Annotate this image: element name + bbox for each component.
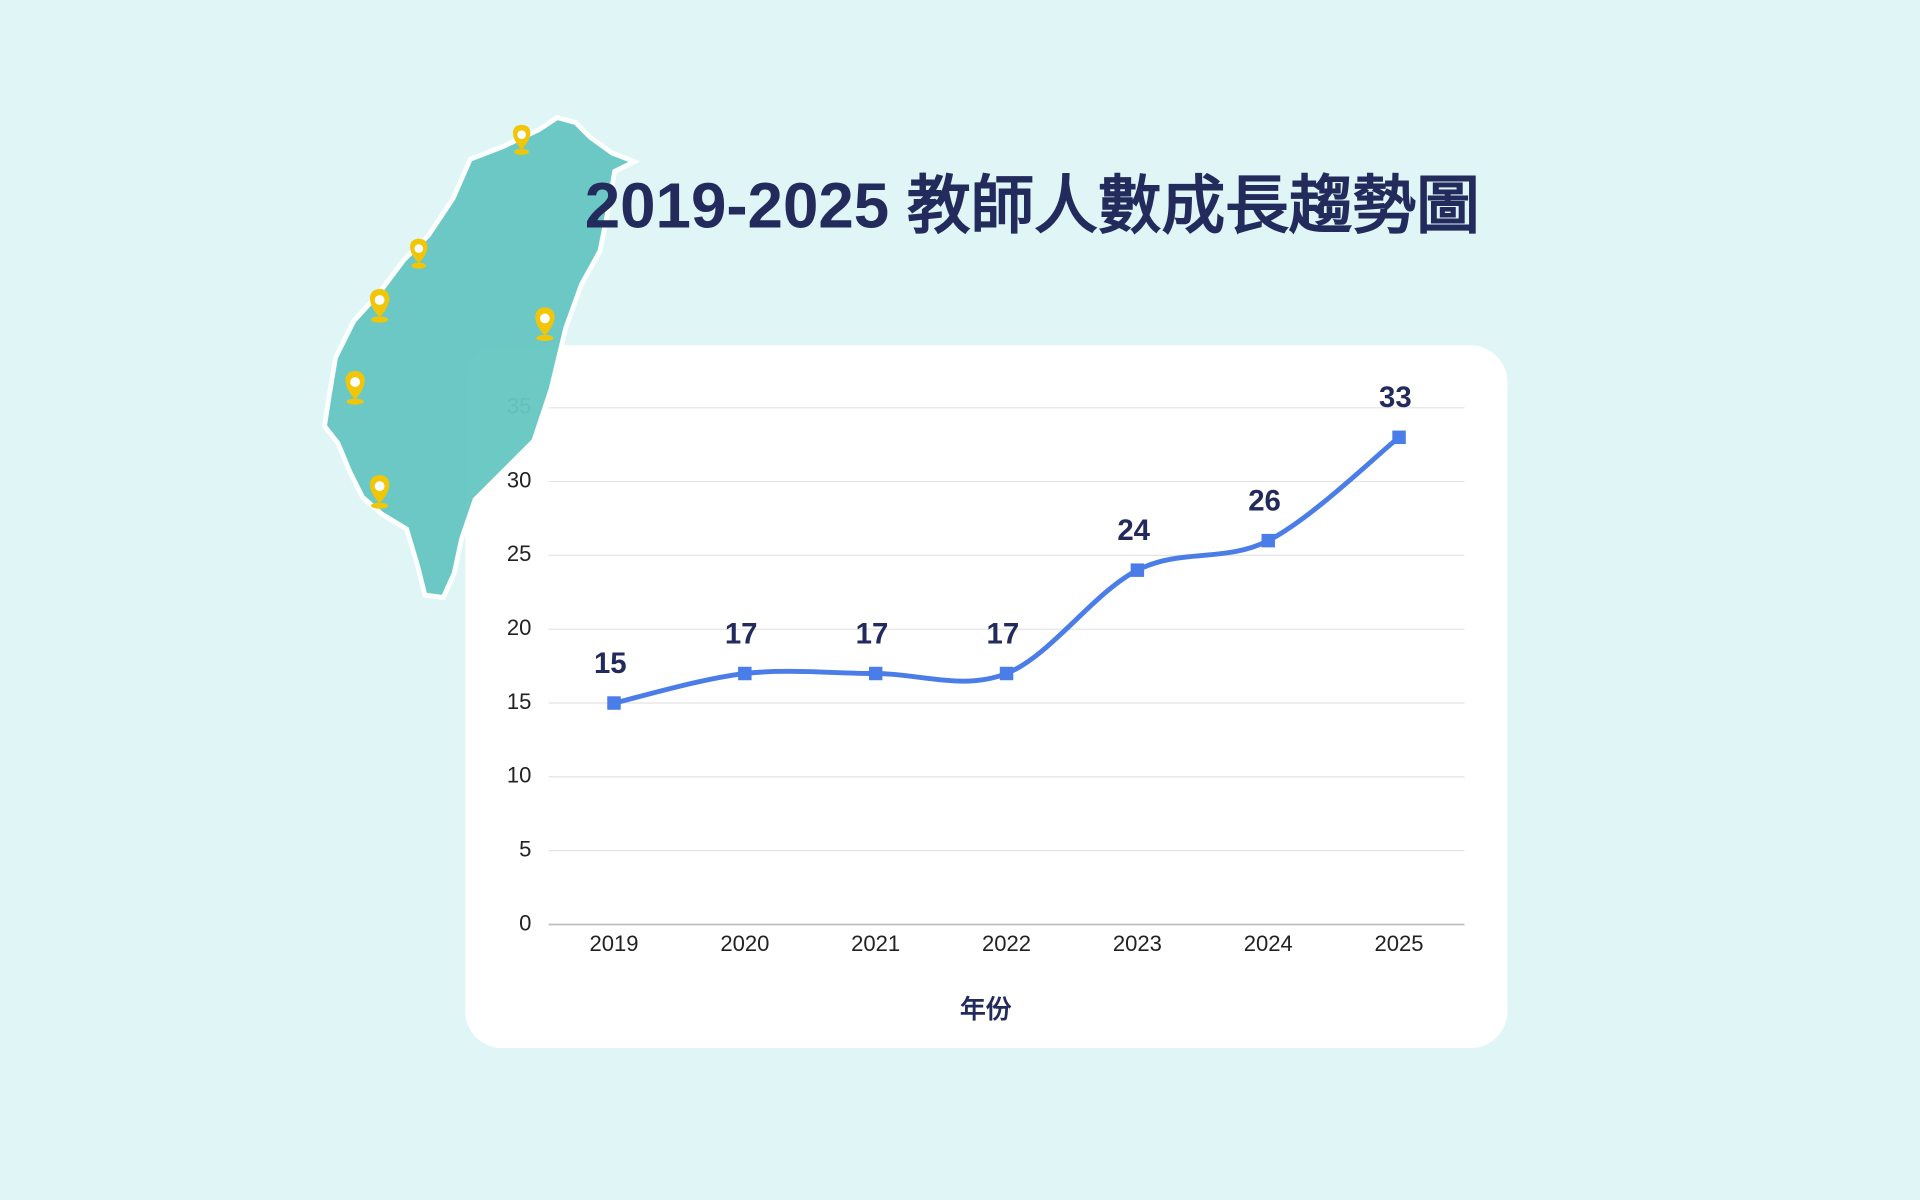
data-label: 17: [987, 617, 1020, 650]
x-tick-label: 2024: [1244, 931, 1293, 956]
data-label: 17: [856, 617, 889, 650]
x-tick-label: 2022: [982, 931, 1031, 956]
pin: [512, 124, 531, 155]
x-tick-label: 2019: [589, 931, 638, 956]
data-label: 33: [1379, 381, 1412, 414]
pin: [535, 307, 555, 342]
plot-area: 0510152025303520192020202120222023202420…: [507, 381, 1465, 956]
taiwan-map: [321, 114, 641, 601]
x-tick-label: 2021: [851, 931, 900, 956]
data-point: [1130, 563, 1145, 577]
map-pins: [345, 124, 555, 509]
data-point: [607, 696, 621, 710]
y-tick-label: 15: [507, 689, 532, 714]
y-tick-label: 10: [507, 763, 532, 788]
data-point: [868, 666, 883, 681]
data-point: [1261, 533, 1275, 548]
y-tick-label: 0: [519, 910, 531, 935]
pin: [369, 288, 390, 323]
x-tick-label: 2020: [720, 931, 769, 956]
chart-card: [465, 345, 1508, 1049]
y-tick-label: 20: [507, 615, 532, 640]
data-point: [1392, 430, 1406, 445]
island-shape: [321, 114, 641, 601]
data-label: 15: [594, 647, 627, 680]
chart-title: 2019-2025 教師人數成長趨勢圖: [585, 170, 1480, 241]
pin: [345, 371, 365, 405]
pin: [369, 475, 390, 509]
y-tick-label: 25: [507, 541, 532, 566]
x-tick-label: 2025: [1375, 931, 1424, 956]
y-tick-label: 5: [519, 836, 531, 861]
data-label: 17: [725, 617, 758, 650]
x-axis-label: 年份: [960, 994, 1012, 1024]
data-label: 24: [1117, 514, 1150, 547]
x-tick-label: 2023: [1113, 931, 1162, 956]
pin: [410, 238, 428, 269]
y-tick-label: 30: [507, 467, 532, 492]
data-label: 26: [1248, 484, 1281, 517]
data-point: [738, 666, 752, 681]
data-point: [999, 666, 1014, 681]
